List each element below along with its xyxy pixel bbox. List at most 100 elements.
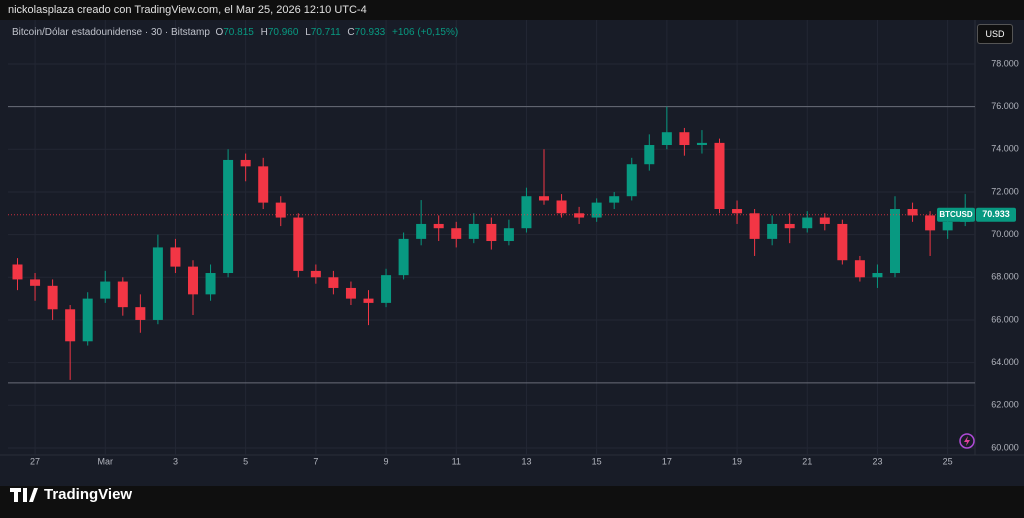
- symbol-tag: BTCUSD: [939, 210, 973, 219]
- candle-body: [521, 196, 532, 229]
- candle-body: [837, 223, 848, 261]
- candle-body: [30, 279, 41, 286]
- candle-body: [907, 209, 918, 216]
- candle-body: [872, 273, 883, 278]
- candle-body: [503, 228, 514, 242]
- change: +106 (+0,15%): [392, 27, 459, 38]
- candle-body: [416, 223, 427, 239]
- x-tick-label: 19: [732, 456, 742, 466]
- y-tick-label: 70.000: [991, 229, 1019, 239]
- y-tick-label: 60.000: [991, 442, 1019, 452]
- symbol-tag-bg: [937, 207, 975, 222]
- candle-body: [609, 196, 620, 203]
- candle-body: [12, 264, 23, 280]
- l-label: L: [305, 27, 311, 38]
- candle-body: [591, 202, 602, 218]
- y-tick-label: 76.000: [991, 101, 1019, 111]
- x-tick-label: 9: [384, 456, 389, 466]
- candle-body: [240, 159, 251, 167]
- candle-body: [223, 159, 234, 274]
- candle-body: [100, 281, 111, 299]
- c-label: C: [347, 27, 355, 38]
- candle-body: [398, 238, 409, 276]
- candle-body: [802, 217, 813, 229]
- candle-body: [854, 260, 865, 278]
- x-tick-label: 7: [313, 456, 318, 466]
- y-tick-label: 66.000: [991, 314, 1019, 324]
- candle-body: [942, 221, 953, 231]
- x-tick-label: 3: [173, 456, 178, 466]
- candle-body: [65, 309, 76, 342]
- legend: Bitcoin/Dólar estadounidense · 30 · Bits…: [12, 27, 462, 38]
- x-tick-label: 27: [30, 456, 40, 466]
- y-tick-label: 64.000: [991, 357, 1019, 367]
- y-tick-label: 62.000: [991, 400, 1019, 410]
- x-tick-label: 23: [872, 456, 882, 466]
- x-tick-label: 21: [802, 456, 812, 466]
- candle-body: [205, 273, 216, 295]
- candle-body: [556, 200, 567, 214]
- candle-body: [767, 223, 778, 239]
- x-tick-label: 11: [452, 456, 461, 466]
- h-label: H: [260, 27, 268, 38]
- candle-body: [626, 164, 637, 197]
- chart: 60.000 62.000 64.000 66.000 68.000 70.000 72.0…: [0, 20, 1024, 466]
- symbol: Bitcoin/Dólar estadounidense · 30 · Bits…: [12, 27, 210, 38]
- o: 70.815: [223, 27, 254, 38]
- c: 70.933: [354, 27, 386, 38]
- x-tick-label: 13: [521, 456, 531, 466]
- y-tick-label: 68.000: [991, 272, 1019, 282]
- l: 70.711: [310, 27, 341, 38]
- candle-body: [47, 285, 58, 310]
- candle-body: [539, 196, 549, 201]
- currency-button[interactable]: USD: [977, 24, 1013, 44]
- candle-body: [363, 298, 374, 303]
- x-tick-label: 5: [243, 456, 248, 466]
- candle-body: [749, 213, 760, 239]
- candle-body: [258, 166, 269, 203]
- candle-body: [486, 223, 497, 242]
- candle-body: [661, 132, 672, 146]
- x-tick-label: Mar: [98, 456, 114, 466]
- h: 70.960: [267, 27, 299, 38]
- candle-body: [451, 228, 462, 239]
- candle-body: [468, 223, 479, 239]
- brand: TradingView: [10, 486, 132, 503]
- x-tick-label: 25: [943, 456, 953, 466]
- brand-name: TradingView: [44, 486, 133, 503]
- candle-body: [117, 281, 128, 308]
- candle-body: [275, 202, 286, 218]
- candle-body: [714, 142, 725, 210]
- candle-body: [328, 277, 339, 288]
- candle-body: [732, 209, 743, 214]
- alert-bolt: [964, 436, 970, 446]
- candle-body: [170, 247, 181, 267]
- price-tag: 70.933: [982, 209, 1010, 219]
- candle-body: [679, 132, 690, 146]
- y-tick-label: 78.000: [991, 58, 1019, 68]
- candle-body: [381, 275, 392, 303]
- price-tag-bg: [976, 207, 1016, 222]
- candle-body: [82, 298, 93, 342]
- candle-body: [188, 266, 198, 295]
- y-tick-label: 74.000: [991, 144, 1019, 154]
- candle-body: [293, 217, 304, 271]
- o-label: O: [215, 27, 224, 38]
- x-tick-label: 17: [662, 456, 672, 466]
- candle-body: [696, 142, 707, 146]
- candle-body: [135, 307, 146, 320]
- x-tick-label: 15: [592, 456, 602, 466]
- candle-body: [345, 287, 356, 299]
- y-tick-label: 72.000: [991, 186, 1019, 196]
- candle-body: [574, 213, 585, 218]
- candle-body: [644, 145, 655, 165]
- candle-body: [310, 270, 321, 278]
- candle-body: [819, 217, 830, 224]
- candle-body: [925, 215, 936, 231]
- candle-body: [890, 209, 900, 274]
- candle-body: [784, 223, 795, 229]
- candle-body: [433, 223, 444, 229]
- candle-body: [152, 247, 163, 320]
- logo: [10, 487, 38, 502]
